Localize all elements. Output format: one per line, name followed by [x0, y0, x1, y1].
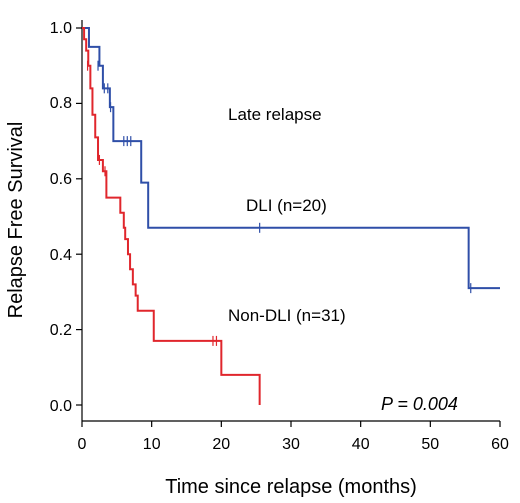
y-tick-label: 1.0 [50, 20, 72, 37]
x-tick-label: 20 [212, 436, 230, 453]
x-tick-label: 30 [282, 436, 300, 453]
y-tick-label: 0.0 [50, 398, 72, 415]
x-tick-label: 60 [491, 436, 509, 453]
series-line-non-dli [82, 27, 261, 405]
y-tick-label: 0.2 [50, 322, 72, 339]
x-tick-label: 10 [143, 436, 161, 453]
y-axis-title: Relapse Free Survival [5, 122, 27, 319]
axis-ticks [76, 27, 501, 427]
y-tick-label: 0.4 [50, 247, 72, 264]
series-layer [82, 27, 500, 405]
x-tick-label: 50 [421, 436, 439, 453]
x-tick-label: 0 [78, 436, 87, 453]
series-label-non-dli: Non-DLI (n=31) [228, 306, 346, 325]
x-tick-label: 40 [352, 436, 370, 453]
p-value-label: P = 0.004 [381, 394, 458, 414]
series-label-dli: DLI (n=20) [246, 196, 327, 215]
series-line-dli [82, 27, 500, 290]
panel-label: Late relapse [228, 105, 322, 124]
y-tick-label: 0.8 [50, 95, 72, 112]
y-tick-label: 0.6 [50, 171, 72, 188]
x-axis-title: Time since relapse (months) [165, 476, 417, 498]
